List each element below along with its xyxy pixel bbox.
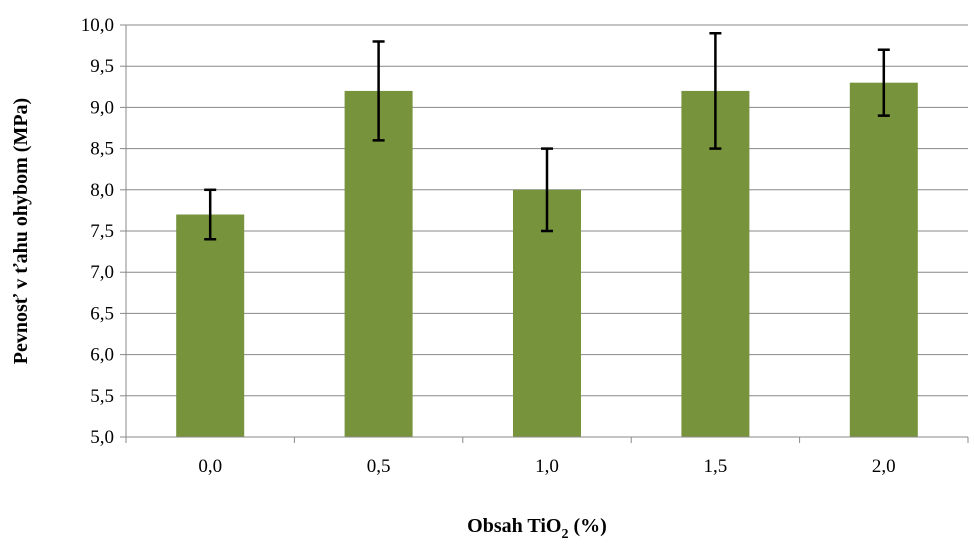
- y-tick-labels: 5,0 5,5 6,0 6,5 7,0 7,5 8,0 8,5 9,0 9,5 10,0: [81, 15, 114, 448]
- x-tick-labels: 0,0 0,5 1,0 1,5 2,0: [198, 456, 895, 477]
- y-tick-label: 10,0: [81, 15, 114, 36]
- x-tick-label: 0,0: [198, 456, 222, 477]
- bar: [849, 82, 918, 438]
- x-tick-label: 1,0: [535, 456, 559, 477]
- y-tick-label: 8,0: [90, 180, 114, 201]
- y-tick-label: 5,0: [90, 427, 114, 448]
- x-axis-title-subscript: 2: [562, 527, 569, 542]
- y-axis-title: Pevnosť v ťahu ohybom (MPa): [10, 98, 32, 364]
- x-axis-title: Obsah TiO2 (%): [467, 515, 607, 542]
- x-axis-title-suffix: (%): [569, 515, 607, 537]
- y-tick-label: 9,5: [90, 56, 114, 77]
- x-axis-title-main: Obsah TiO: [467, 515, 561, 537]
- y-tick-label: 7,5: [90, 221, 114, 242]
- y-tick-label: 7,0: [90, 262, 114, 283]
- y-tick-label: 8,5: [90, 139, 114, 160]
- bar: [176, 214, 245, 437]
- axes: [120, 24, 969, 443]
- x-tick-label: 0,5: [367, 456, 391, 477]
- y-tick-label: 5,5: [90, 386, 114, 407]
- x-tick-label: 2,0: [872, 456, 896, 477]
- error-bars: [204, 31, 890, 241]
- y-tick-label: 6,5: [90, 303, 114, 324]
- x-tick-label: 1,5: [704, 456, 728, 477]
- bars: [176, 82, 918, 438]
- y-tick-label: 6,0: [90, 345, 114, 366]
- bar: [344, 90, 413, 438]
- y-tick-label: 9,0: [90, 97, 114, 118]
